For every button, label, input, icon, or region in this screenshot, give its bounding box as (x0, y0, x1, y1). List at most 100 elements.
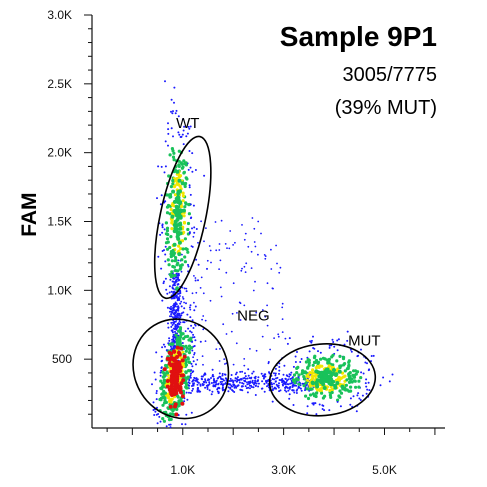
data-point (210, 377, 212, 379)
data-point (246, 377, 249, 380)
data-point (161, 226, 164, 229)
data-point (180, 358, 185, 363)
data-point (229, 377, 232, 380)
data-point (266, 282, 269, 285)
data-point (177, 404, 181, 408)
data-point (162, 384, 166, 388)
data-point (345, 378, 349, 382)
data-point (266, 304, 268, 307)
data-point (182, 354, 187, 359)
data-point (190, 331, 193, 334)
data-point (179, 381, 184, 386)
data-point (170, 315, 173, 318)
data-point (186, 250, 190, 254)
data-point (349, 348, 352, 351)
data-point (174, 412, 179, 417)
data-point (333, 345, 336, 348)
data-point (313, 360, 317, 364)
data-point (284, 387, 287, 389)
data-point (367, 369, 370, 372)
data-point (182, 230, 186, 234)
data-point (264, 255, 267, 257)
data-point (268, 371, 270, 374)
data-point (278, 382, 280, 385)
data-point (274, 372, 277, 375)
data-point (255, 382, 258, 385)
data-point (192, 333, 195, 336)
data-point (172, 185, 177, 189)
data-point (204, 379, 207, 382)
data-point (229, 230, 232, 232)
data-point (175, 272, 178, 275)
data-point (172, 316, 174, 319)
data-point (185, 302, 187, 305)
data-point (177, 283, 180, 285)
data-point (159, 379, 163, 383)
data-point (220, 377, 222, 380)
data-point (350, 350, 353, 353)
data-point (178, 335, 182, 339)
data-point (234, 373, 237, 376)
data-point (187, 351, 192, 355)
data-point (271, 400, 274, 403)
data-point (170, 412, 175, 416)
data-point (254, 280, 256, 283)
data-point (183, 205, 187, 209)
data-point (180, 258, 184, 262)
data-point (263, 382, 266, 385)
data-point (195, 258, 198, 261)
data-point (231, 312, 234, 315)
data-point (205, 227, 207, 230)
data-point (177, 307, 180, 310)
data-point (178, 299, 181, 301)
data-point (225, 271, 228, 274)
data-point (245, 262, 248, 265)
data-point (344, 383, 348, 387)
data-point (177, 164, 181, 168)
data-point (194, 279, 197, 282)
data-point (254, 379, 257, 382)
data-point (196, 378, 199, 381)
data-point (164, 221, 168, 225)
data-point (323, 409, 326, 412)
data-point (186, 132, 189, 135)
data-point (176, 369, 181, 373)
data-point (175, 355, 179, 359)
data-point (192, 235, 195, 238)
data-point (159, 203, 162, 206)
data-point (177, 178, 182, 183)
data-point (286, 379, 289, 382)
data-point (332, 380, 336, 384)
data-point (227, 390, 230, 393)
data-point (156, 197, 158, 200)
data-point (358, 397, 361, 400)
data-point (256, 380, 259, 382)
data-point (193, 231, 196, 234)
data-point (248, 377, 251, 379)
data-point (331, 338, 334, 341)
data-point (171, 155, 176, 159)
data-point (203, 174, 206, 177)
data-point (197, 241, 199, 244)
data-point (164, 245, 167, 248)
data-point (314, 391, 318, 395)
data-point (211, 373, 214, 376)
data-point (365, 385, 368, 388)
data-point (190, 324, 193, 327)
data-point (356, 370, 360, 374)
data-point (343, 343, 346, 346)
data-point (312, 335, 314, 338)
data-point (172, 345, 175, 348)
data-point (193, 309, 196, 312)
data-point (175, 379, 180, 384)
data-point (290, 382, 293, 385)
data-point (304, 394, 308, 398)
data-point (177, 362, 182, 367)
data-point (291, 378, 296, 382)
data-point (191, 170, 194, 173)
data-point (191, 349, 194, 352)
data-point (295, 384, 298, 387)
data-point (172, 151, 176, 155)
data-point (197, 279, 199, 282)
